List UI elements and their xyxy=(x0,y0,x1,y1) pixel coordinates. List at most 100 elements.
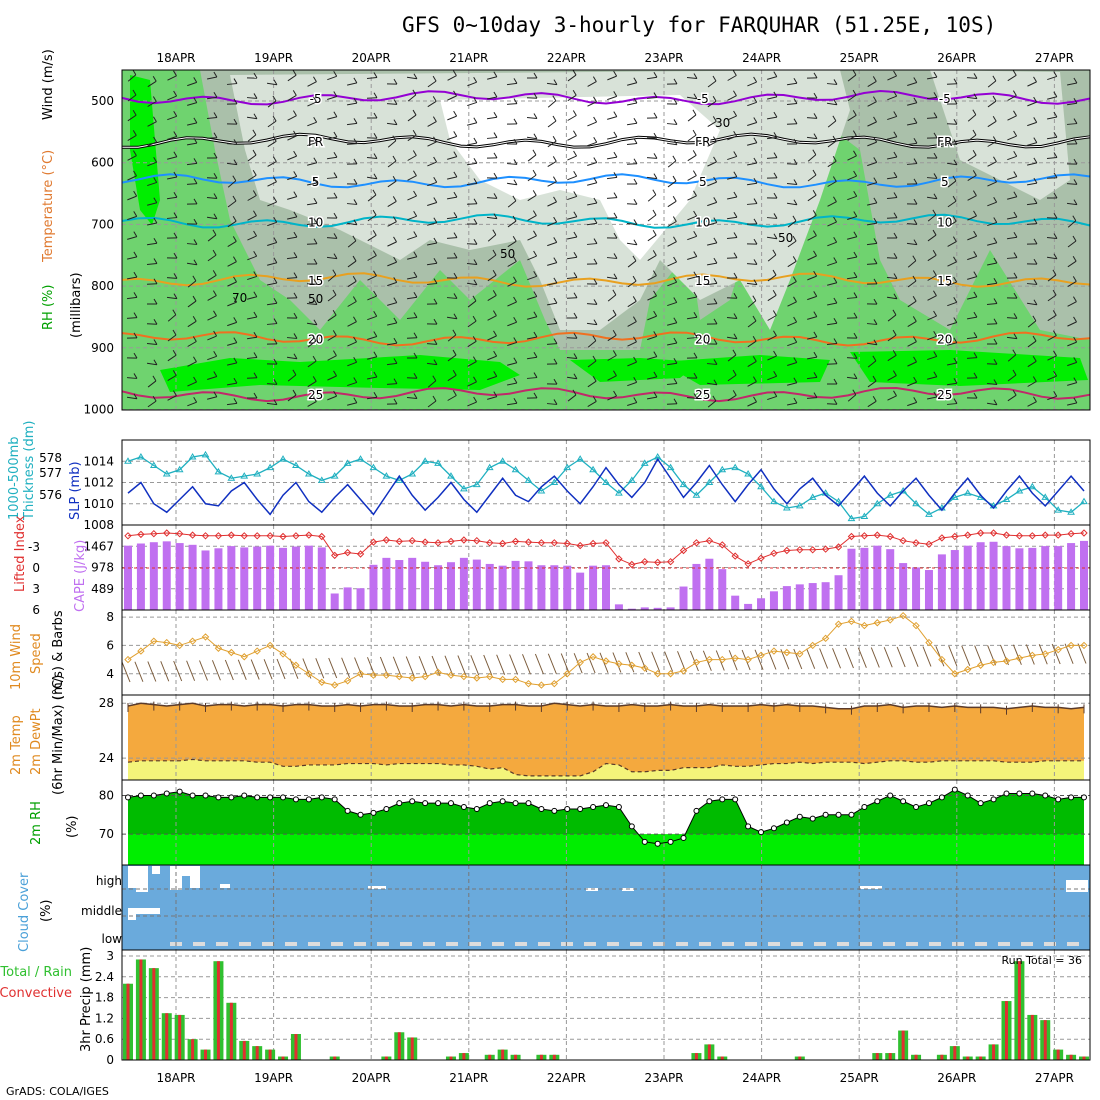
upper-wind-barb xyxy=(967,114,977,122)
upper-wind-barb-flag xyxy=(1053,111,1058,118)
upper-wind-barb-flag xyxy=(553,79,558,85)
upper-wind-barb xyxy=(667,241,677,247)
upper-wind-barb xyxy=(727,394,737,402)
upper-wind-barb-flag xyxy=(273,237,278,243)
upper-wind-barb-flag xyxy=(612,330,617,336)
upper-wind-barb-flag xyxy=(173,273,178,279)
upper-wind-barb-flag xyxy=(432,395,437,402)
cape-bar xyxy=(498,565,507,610)
upper-wind-barb-flag xyxy=(912,295,917,302)
upper-wind-barb xyxy=(987,242,997,246)
upper-wind-barb xyxy=(827,261,837,267)
upper-wind-barb-flag xyxy=(253,113,258,119)
upper-wind-barb xyxy=(467,122,477,126)
upper-wind-barb xyxy=(947,200,957,208)
top-day-label: 25APR xyxy=(840,51,879,65)
rh2m-point xyxy=(202,792,209,799)
upper-wind-barb-flag xyxy=(293,353,298,359)
wind-speed-point xyxy=(447,671,455,679)
surface-wind-barb xyxy=(909,646,919,667)
upper-wind-barb xyxy=(1027,360,1037,368)
upper-wind-barb-flag xyxy=(872,96,877,102)
upper-wind-barb-flag xyxy=(993,176,997,183)
upper-wind-barb-flag xyxy=(492,269,497,276)
upper-wind-barb xyxy=(806,397,818,399)
cloud-clear-gap xyxy=(998,942,1010,946)
upper-wind-barb xyxy=(167,136,177,140)
upper-wind-barb-flag xyxy=(713,217,718,223)
upper-wind-barb xyxy=(206,116,218,120)
upper-wind-barb-flag xyxy=(193,198,198,205)
upper-wind-barb-flag xyxy=(713,176,718,183)
upper-wind-barb xyxy=(427,222,437,226)
upper-wind-barb xyxy=(567,195,577,201)
upper-wind-barb-flag xyxy=(653,132,658,139)
li-point xyxy=(188,531,197,539)
rh2m-point xyxy=(370,809,377,816)
upper-wind-barb xyxy=(1046,136,1058,140)
upper-wind-barb-flag xyxy=(1053,213,1058,219)
upper-wind-barb xyxy=(486,216,498,220)
precip-conv-bar xyxy=(488,1054,492,1060)
upper-wind-barb-flag xyxy=(813,311,818,317)
upper-wind-barb-flag xyxy=(873,319,878,325)
cape-bar xyxy=(1028,547,1037,610)
upper-wind-barb-flag xyxy=(253,291,258,297)
upper-wind-barb xyxy=(547,282,557,286)
upper-wind-barb-flag xyxy=(633,219,638,225)
upper-wind-barb xyxy=(467,340,477,348)
upper-wind-barb-flag xyxy=(533,352,538,358)
upper-wind-barb xyxy=(866,263,878,265)
upper-wind-barb xyxy=(947,301,957,307)
li-point xyxy=(641,557,649,566)
upper-wind-barb-flag xyxy=(433,278,438,284)
thickness-point xyxy=(757,482,765,490)
surface-wind-barb xyxy=(237,659,247,680)
cloud-clear-gap xyxy=(152,866,160,874)
upper-wind-barb xyxy=(707,161,717,167)
upper-wind-barb xyxy=(266,282,278,286)
upper-wind-barb xyxy=(286,256,298,260)
upper-wind-barb xyxy=(786,123,798,125)
upper-wind-barb xyxy=(327,395,337,401)
li-point xyxy=(292,532,300,540)
upper-wind-barb xyxy=(766,217,778,219)
upper-wind-barb-flag xyxy=(533,372,538,378)
upper-wind-barb-flag xyxy=(633,336,637,343)
upper-wind-barb xyxy=(1006,257,1018,259)
upper-wind-barb xyxy=(306,243,318,245)
cloud-clear-gap xyxy=(354,942,366,946)
upper-wind-barb-flag xyxy=(192,295,197,302)
upper-wind-barb-flag xyxy=(993,338,998,345)
upper-wind-barb-flag xyxy=(152,96,157,102)
cloud-clear-gap xyxy=(676,942,688,946)
upper-wind-barb-flag xyxy=(393,297,398,303)
cloud-clear-gap xyxy=(929,942,941,946)
cape-bar xyxy=(485,563,494,610)
upper-wind-barb-flag xyxy=(693,312,698,318)
upper-wind-barb-flag xyxy=(972,190,977,196)
thick-ylabel-1: 1000-500mb xyxy=(7,436,22,520)
wind-speed-point xyxy=(1002,657,1011,665)
li-point xyxy=(460,536,468,544)
upper-wind-barb xyxy=(387,302,397,306)
li-point xyxy=(330,551,339,560)
cape-bar xyxy=(472,559,481,610)
upper-wind-barb xyxy=(767,355,777,361)
upper-wind-barb-flag xyxy=(373,290,378,297)
wind-speed-point xyxy=(1041,650,1049,658)
cloud-clear-gap xyxy=(220,884,230,888)
upper-wind-barb xyxy=(527,255,537,261)
upper-wind-barb-flag xyxy=(733,272,738,279)
upper-wind-barb xyxy=(847,155,857,161)
upper-wind-barb xyxy=(1067,361,1077,367)
upper-wind-barb xyxy=(547,201,557,207)
wind-ylabel-3: (m/s) & Barbs xyxy=(51,610,66,700)
precip-conv-bar xyxy=(410,1037,414,1060)
upper-wind-barb-flag xyxy=(852,389,857,396)
upper-wind-barb-flag xyxy=(292,389,297,396)
wind-speed-point xyxy=(292,661,300,669)
upper-wind-barb-flag xyxy=(953,297,958,303)
upper-wind-barb-flag xyxy=(1053,233,1058,239)
